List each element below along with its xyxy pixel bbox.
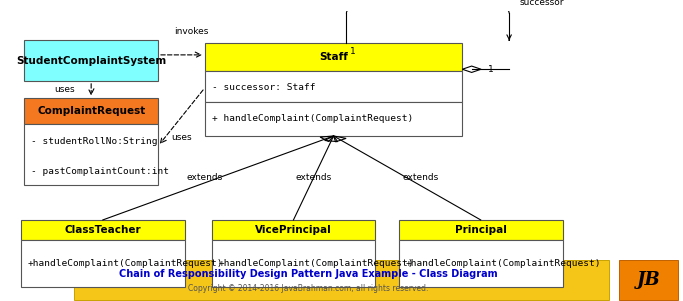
Text: +handleComplaint(ComplaintRequest): +handleComplaint(ComplaintRequest): [406, 259, 601, 268]
FancyBboxPatch shape: [212, 240, 376, 287]
Text: extends: extends: [295, 173, 332, 182]
Text: Copyright © 2014-2016 JavaBrahman.com, all rights reserved.: Copyright © 2014-2016 JavaBrahman.com, a…: [189, 284, 429, 293]
FancyBboxPatch shape: [21, 240, 185, 287]
Text: StudentComplaintSystem: StudentComplaintSystem: [16, 56, 166, 66]
Text: ComplaintRequest: ComplaintRequest: [37, 106, 145, 116]
Text: 1: 1: [350, 48, 356, 57]
FancyBboxPatch shape: [25, 40, 158, 81]
FancyBboxPatch shape: [212, 220, 376, 240]
Text: Staff: Staff: [319, 52, 348, 62]
Text: JB: JB: [637, 271, 660, 289]
Text: extends: extends: [402, 173, 438, 182]
FancyBboxPatch shape: [25, 124, 158, 185]
Text: uses: uses: [171, 133, 192, 142]
FancyBboxPatch shape: [25, 98, 158, 124]
Text: Principal: Principal: [455, 225, 507, 235]
Text: + handleComplaint(ComplaintRequest): + handleComplaint(ComplaintRequest): [212, 114, 413, 123]
Text: +handleComplaint(ComplaintRequest): +handleComplaint(ComplaintRequest): [27, 259, 223, 268]
FancyBboxPatch shape: [21, 220, 185, 240]
FancyBboxPatch shape: [205, 102, 462, 136]
Text: +handleComplaint(ComplaintRequest): +handleComplaint(ComplaintRequest): [219, 259, 414, 268]
Text: - studentRollNo:String: - studentRollNo:String: [31, 137, 158, 146]
Text: successor: successor: [519, 0, 563, 7]
Text: extends: extends: [186, 173, 223, 182]
Text: Chain of Responsibility Design Pattern Java Example - Class Diagram: Chain of Responsibility Design Pattern J…: [120, 269, 498, 279]
FancyBboxPatch shape: [205, 43, 462, 71]
Text: ClassTeacher: ClassTeacher: [65, 225, 141, 235]
Text: invokes: invokes: [174, 27, 209, 36]
Bar: [74, 260, 609, 299]
Text: - successor: Staff: - successor: Staff: [212, 83, 315, 92]
Bar: [619, 260, 678, 299]
Text: uses: uses: [54, 85, 74, 94]
FancyBboxPatch shape: [399, 220, 563, 240]
Text: - pastComplaintCount:int: - pastComplaintCount:int: [31, 167, 169, 176]
Text: 1: 1: [488, 65, 494, 74]
Text: VicePrincipal: VicePrincipal: [255, 225, 332, 235]
FancyBboxPatch shape: [205, 71, 462, 102]
FancyBboxPatch shape: [399, 240, 563, 287]
